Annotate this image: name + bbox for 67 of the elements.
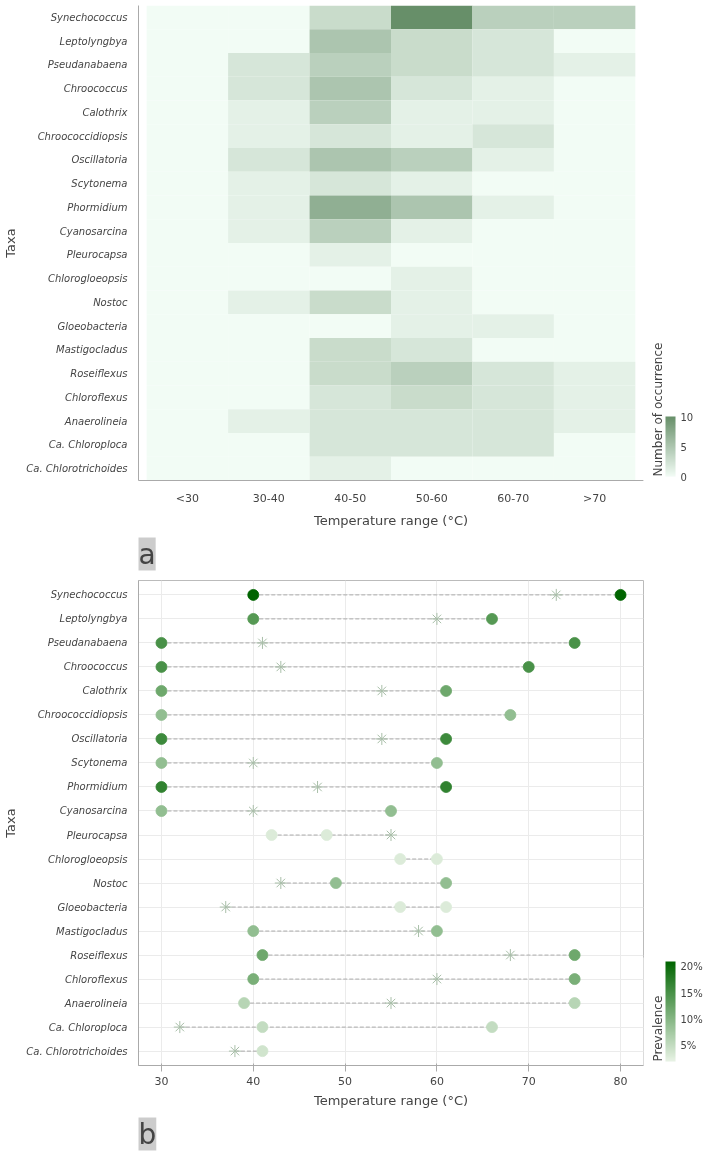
color-bar-title: Number of occurrence xyxy=(650,342,665,477)
y-tick-label: Chroococcus xyxy=(63,83,128,95)
y-tick-label: Scytonema xyxy=(71,178,128,190)
y-tick-label: Ca. Chlorotrichoides xyxy=(26,463,128,475)
y-tick-label: Ca. Chloroploca xyxy=(48,1021,128,1033)
color-bar-title: Prevalence xyxy=(650,995,665,1062)
color-bar-label: 0 xyxy=(680,471,687,483)
y-tick-label: Gloeobacteria xyxy=(57,901,128,913)
x-tick-label: 50-60 xyxy=(415,491,448,505)
x-tick-label: 40 xyxy=(246,1074,261,1088)
color-bar-label: 10 xyxy=(680,411,694,423)
y-tick-label: Ca. Chlorotrichoides xyxy=(26,1045,128,1057)
text: b xyxy=(138,1117,157,1151)
color-bar-label: 5% xyxy=(680,1040,697,1052)
y-axis-title: Taxa xyxy=(3,808,19,839)
y-tick-label: Synechococcus xyxy=(50,11,128,23)
x-tick-label: 80 xyxy=(613,1074,628,1088)
y-tick-label: Chroococcus xyxy=(63,661,128,673)
y-tick-label: Calothrix xyxy=(82,106,128,118)
y-tick-label: Synechococcus xyxy=(50,589,128,601)
text: a xyxy=(138,537,156,571)
y-tick-label: Calothrix xyxy=(82,685,128,697)
x-axis-title: Temperature range (°C) xyxy=(312,1092,469,1108)
x-tick-label: 30-40 xyxy=(252,491,285,505)
y-tick-label: Pleurocapsa xyxy=(66,249,128,261)
y-tick-label: Chloroflexus xyxy=(64,391,128,403)
y-tick-label: Anaerolineia xyxy=(63,997,128,1009)
y-tick-label: Roseiflexus xyxy=(70,368,128,380)
y-tick-label: Oscillatoria xyxy=(71,154,128,166)
y-tick-label: Chroococcidiopsis xyxy=(37,709,128,721)
x-tick-label: >70 xyxy=(583,491,607,505)
color-bar-label: 10% xyxy=(680,1013,703,1025)
y-tick-label: Mastigocladus xyxy=(56,925,128,937)
x-axis-title: Temperature range (°C) xyxy=(312,512,469,528)
y-tick-label: Chloroflexus xyxy=(64,973,128,985)
y-tick-label: Chroococcidiopsis xyxy=(37,130,128,142)
y-tick-label: Oscillatoria xyxy=(71,733,128,745)
x-tick-label: 60 xyxy=(429,1074,444,1088)
y-tick-label: Chlorogloeopsis xyxy=(47,273,128,285)
y-tick-label: Ca. Chloroploca xyxy=(48,439,128,451)
y-tick-label: Cyanosarcina xyxy=(59,805,128,817)
y-tick-label: Cyanosarcina xyxy=(59,225,128,237)
x-tick-label: 40-50 xyxy=(334,491,367,505)
x-tick-label: 50 xyxy=(338,1074,353,1088)
y-tick-label: Anaerolineia xyxy=(63,415,128,427)
y-axis-title: Taxa xyxy=(3,228,19,259)
y-tick-label: Phormidium xyxy=(67,201,128,213)
y-tick-label: Scytonema xyxy=(71,757,128,769)
y-tick-label: Mastigocladus xyxy=(56,344,128,356)
y-tick-label: Leptolyngbya xyxy=(59,613,128,625)
y-tick-label: Phormidium xyxy=(67,781,128,793)
x-tick-label: 60-70 xyxy=(497,491,530,505)
y-tick-label: Chlorogloeopsis xyxy=(47,853,128,865)
x-tick-label: <30 xyxy=(175,491,199,505)
y-tick-label: Nostoc xyxy=(93,877,128,889)
y-tick-label: Gloeobacteria xyxy=(57,320,128,332)
y-tick-label: Nostoc xyxy=(93,296,128,308)
color-bar-label: 15% xyxy=(680,987,703,999)
y-tick-label: Roseiflexus xyxy=(70,949,128,961)
x-tick-label: 30 xyxy=(154,1074,169,1088)
y-tick-label: Pseudanabaena xyxy=(47,59,128,71)
y-tick-label: Pleurocapsa xyxy=(66,829,128,841)
color-bar-label: 20% xyxy=(680,961,703,973)
y-tick-label: Leptolyngbya xyxy=(59,35,128,47)
color-bar-label: 5 xyxy=(680,441,687,453)
y-tick-label: Pseudanabaena xyxy=(47,637,128,649)
x-tick-label: 70 xyxy=(521,1074,536,1088)
